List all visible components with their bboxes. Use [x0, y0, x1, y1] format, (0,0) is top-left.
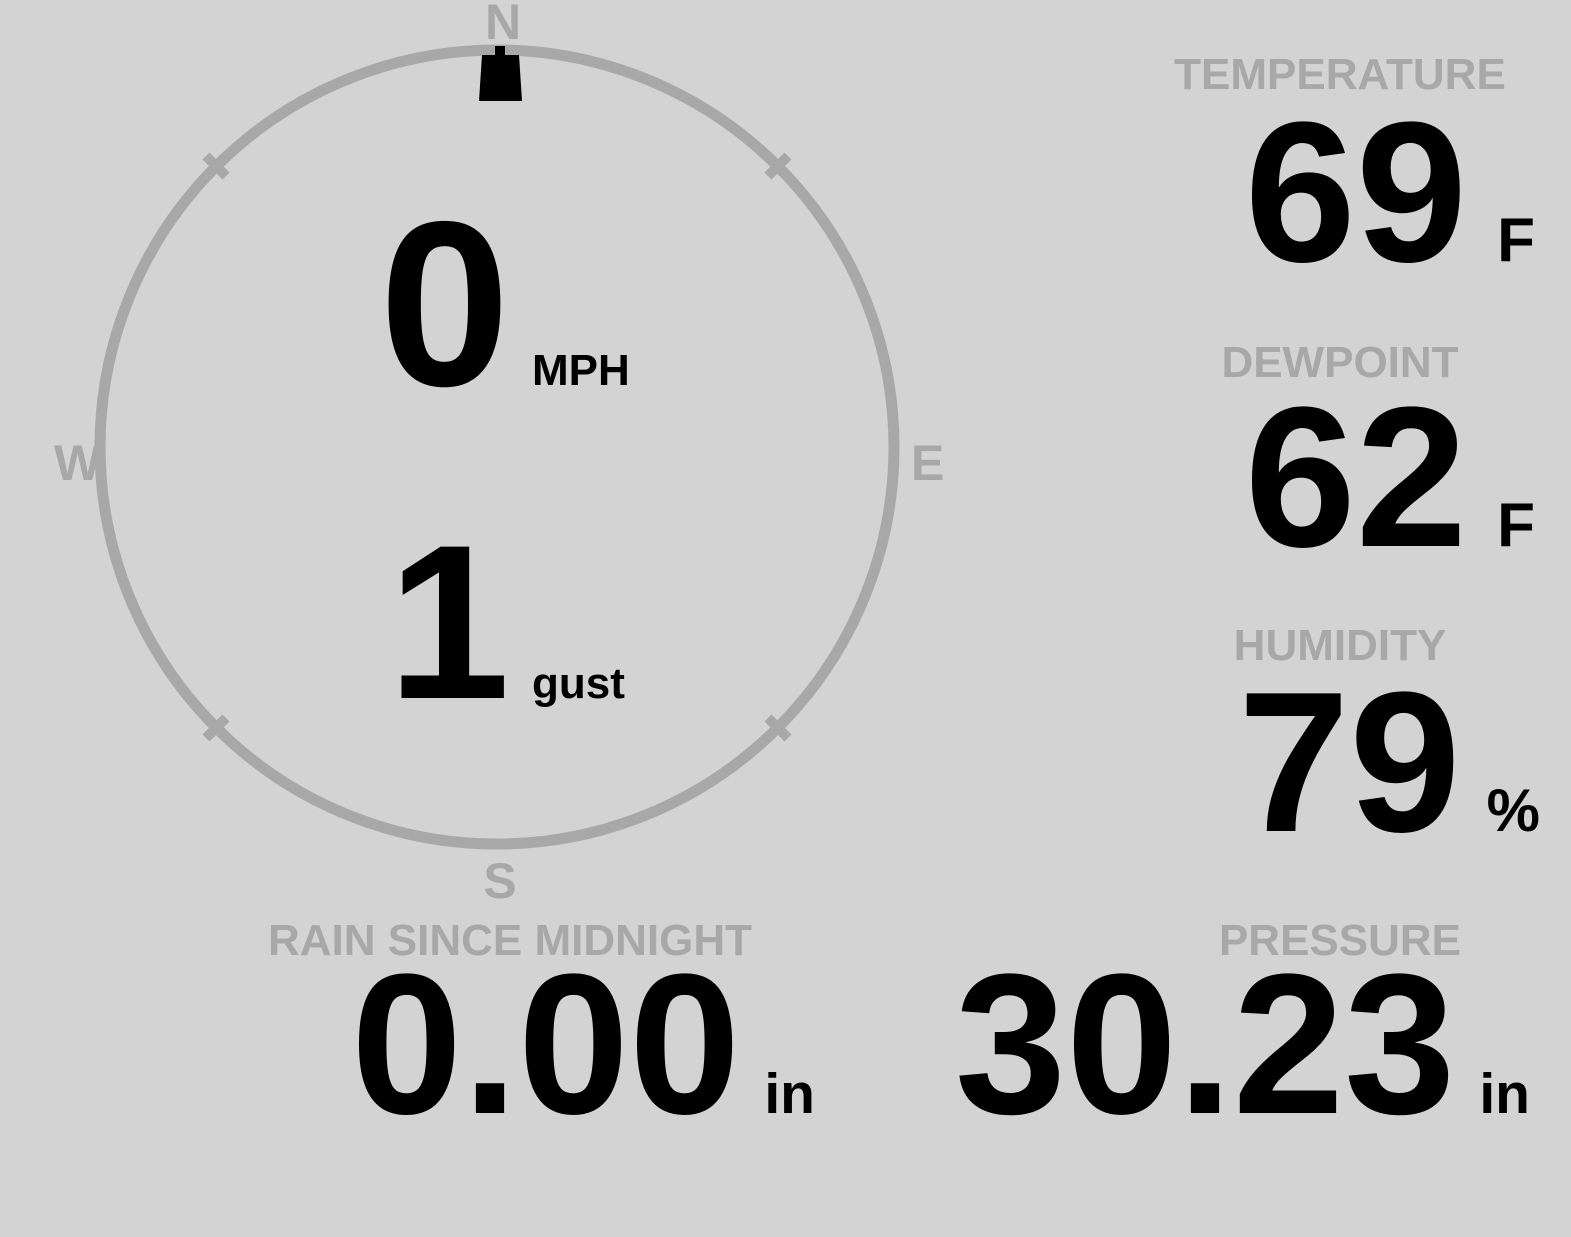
- temperature-value-row: 69 F: [1245, 93, 1535, 293]
- compass-tick-sw: [202, 714, 230, 742]
- compass-tick-nw: [202, 152, 230, 180]
- rain-value: 0.00: [351, 933, 741, 1156]
- wind-gust-unit: gust: [532, 659, 625, 708]
- humidity-value-row: 79 %: [1238, 663, 1540, 863]
- pressure-unit: in: [1479, 1062, 1530, 1126]
- compass-tick-se: [764, 714, 792, 742]
- dewpoint-unit: F: [1497, 491, 1535, 560]
- humidity-label: HUMIDITY: [1233, 621, 1447, 670]
- pressure-value: 30.23: [954, 933, 1456, 1156]
- compass-label-south: S: [483, 853, 517, 909]
- wind-speed-value: 0: [379, 172, 510, 435]
- wind-direction-marker: [479, 46, 522, 101]
- compass-label-north: N: [484, 0, 522, 50]
- wind-gust-row: 1 gust: [250, 512, 625, 732]
- temperature-label: TEMPERATURE: [1174, 50, 1506, 99]
- dewpoint-value-row: 62 F: [1245, 378, 1535, 578]
- compass-tick-ne: [764, 152, 792, 180]
- wind-speed-unit: MPH: [532, 346, 630, 395]
- temperature-unit: F: [1497, 206, 1535, 275]
- humidity-value: 79: [1238, 651, 1461, 874]
- compass-label-east: E: [911, 435, 945, 491]
- compass-graphic: [94, 44, 900, 850]
- dewpoint-value: 62: [1244, 366, 1468, 589]
- pressure-label: PRESSURE: [1218, 916, 1462, 965]
- compass-label-west: W: [54, 435, 102, 491]
- wind-gust-value: 1: [387, 499, 510, 745]
- pressure-value-row: 30.23 in: [955, 945, 1530, 1145]
- rain-value-row: 0.00 in: [351, 945, 815, 1145]
- dewpoint-label: DEWPOINT: [1221, 338, 1459, 387]
- rain-unit: in: [764, 1062, 815, 1126]
- wind-speed-row: 0 MPH: [250, 172, 630, 435]
- rain-label: RAIN SINCE MIDNIGHT: [268, 916, 752, 965]
- humidity-unit: %: [1486, 777, 1540, 844]
- temperature-value: 69: [1244, 81, 1468, 304]
